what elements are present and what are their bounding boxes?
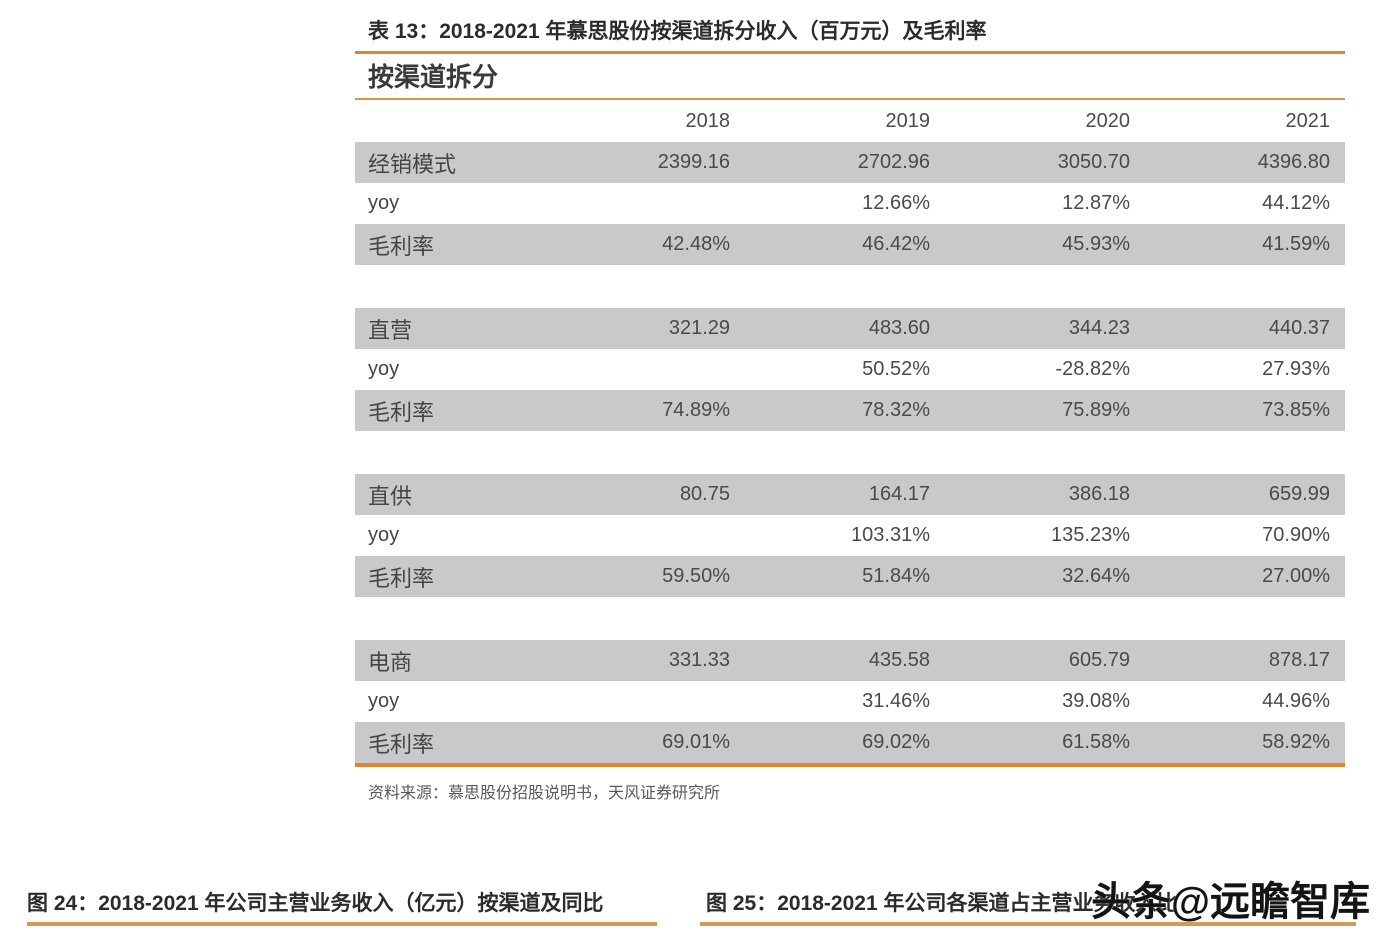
cell-value: 75.89%	[1062, 399, 1130, 421]
table-row: 毛利率 69.01% 69.02% 61.58% 58.92%	[355, 722, 1345, 763]
cell-value: 103.31%	[851, 524, 930, 546]
table-row: 直营 321.29 483.60 344.23 440.37	[355, 308, 1345, 349]
cell-value: 69.02%	[862, 731, 930, 753]
row-label: 直供	[368, 483, 413, 509]
cell-value: 4396.80	[1257, 151, 1330, 173]
caption-divider	[355, 51, 1345, 54]
cell-value: 27.93%	[1262, 358, 1330, 380]
row-label: 毛利率	[368, 565, 435, 591]
cell-value: 70.90%	[1262, 524, 1330, 546]
cell-value: 3050.70	[1057, 151, 1130, 173]
cell-value: 58.92%	[1262, 731, 1330, 753]
cell-value: 386.18	[1068, 483, 1130, 505]
figure-24-divider	[27, 922, 657, 926]
cell-value: 80.75	[679, 483, 730, 505]
cell-value: 61.58%	[1062, 731, 1130, 753]
cell-value: 344.23	[1068, 317, 1130, 339]
year-header: 2018	[685, 109, 731, 132]
cell-value: 31.46%	[862, 690, 930, 712]
cell-value: 135.23%	[1051, 524, 1130, 546]
year-header: 2019	[885, 109, 931, 132]
cell-value: 2702.96	[857, 151, 930, 173]
cell-value: 42.48%	[662, 233, 730, 255]
cell-value: 2399.16	[657, 151, 730, 173]
figure-25-caption-block: 图 25：2018-2021 年公司各渠道占主营业务收入比	[706, 891, 1177, 917]
figure-24-caption-block: 图 24：2018-2021 年公司主营业务收入（亿元）按渠道及同比	[27, 891, 603, 917]
figure-24-caption: 图 24：2018-2021 年公司主营业务收入（亿元）按渠道及同比	[27, 892, 604, 915]
cell-value: 59.50%	[662, 565, 730, 587]
cell-value: 74.89%	[662, 399, 730, 421]
cell-value: 51.84%	[862, 565, 930, 587]
table-caption: 表 13：2018-2021 年慕思股份按渠道拆分收入（百万元）及毛利率	[368, 20, 987, 43]
year-header-row: 2018 2019 2020 2021	[355, 100, 1345, 142]
cell-value: 483.60	[868, 317, 930, 339]
cell-value: 440.37	[1268, 317, 1330, 339]
cell-value: 78.32%	[862, 399, 930, 421]
row-label: yoy	[368, 192, 400, 214]
cell-value: 605.79	[1068, 649, 1130, 671]
cell-value: 435.58	[868, 649, 930, 671]
watermark: 头条@远瞻智库	[1091, 880, 1371, 924]
cell-value: 27.00%	[1262, 565, 1330, 587]
row-label: yoy	[368, 524, 400, 546]
table-bottom-divider	[355, 763, 1345, 767]
cell-value: 45.93%	[1062, 233, 1130, 255]
figure-25-caption: 图 25：2018-2021 年公司各渠道占主营业务收入比	[706, 892, 1178, 915]
table-row: yoy 50.52% -28.82% 27.93%	[355, 349, 1345, 390]
cell-value: -28.82%	[1055, 358, 1131, 380]
cell-value: 12.66%	[862, 192, 930, 214]
block-spacer	[355, 597, 1345, 640]
row-label: 直营	[368, 317, 413, 343]
year-header: 2021	[1285, 109, 1331, 132]
cell-value: 32.64%	[1062, 565, 1130, 587]
block-spacer	[355, 431, 1345, 474]
cell-value: 878.17	[1268, 649, 1330, 671]
cell-value: 39.08%	[1062, 690, 1130, 712]
row-label: yoy	[368, 690, 400, 712]
cell-value: 50.52%	[862, 358, 930, 380]
source-note: 资料来源：慕思股份招股说明书，天风证券研究所	[368, 785, 721, 802]
cell-value: 69.01%	[662, 731, 730, 753]
table-row: yoy 12.66% 12.87% 44.12%	[355, 183, 1345, 224]
table-row: 毛利率 59.50% 51.84% 32.64% 27.00%	[355, 556, 1345, 597]
cell-value: 73.85%	[1262, 399, 1330, 421]
row-label: 经销模式	[368, 151, 457, 177]
row-label: 毛利率	[368, 731, 435, 757]
table-row: yoy 103.31% 135.23% 70.90%	[355, 515, 1345, 556]
row-label: 毛利率	[368, 399, 435, 425]
figure-25-divider	[700, 922, 1356, 926]
cell-value: 659.99	[1268, 483, 1330, 505]
header-divider	[355, 98, 1345, 100]
row-label: 毛利率	[368, 233, 435, 259]
row-label: yoy	[368, 358, 400, 380]
table-row: 毛利率 42.48% 46.42% 45.93% 41.59%	[355, 224, 1345, 265]
cell-value: 44.96%	[1262, 690, 1330, 712]
table-row: 直供 80.75 164.17 386.18 659.99	[355, 474, 1345, 515]
cell-value: 46.42%	[862, 233, 930, 255]
row-label: 电商	[368, 649, 413, 675]
cell-value: 44.12%	[1262, 192, 1330, 214]
cell-value: 321.29	[668, 317, 730, 339]
cell-value: 12.87%	[1062, 192, 1130, 214]
table-row: yoy 31.46% 39.08% 44.96%	[355, 681, 1345, 722]
year-header: 2020	[1085, 109, 1131, 132]
cell-value: 331.33	[668, 649, 730, 671]
cell-value: 41.59%	[1262, 233, 1330, 255]
cell-value: 164.17	[868, 483, 930, 505]
channel-breakdown-table: 表 13：2018-2021 年慕思股份按渠道拆分收入（百万元）及毛利率 按渠道…	[355, 15, 1345, 803]
table-row: 毛利率 74.89% 78.32% 75.89% 73.85%	[355, 390, 1345, 431]
table-row: 经销模式 2399.16 2702.96 3050.70 4396.80	[355, 142, 1345, 183]
table-section-header: 按渠道拆分	[368, 62, 499, 92]
table-row: 电商 331.33 435.58 605.79 878.17	[355, 640, 1345, 681]
block-spacer	[355, 265, 1345, 308]
